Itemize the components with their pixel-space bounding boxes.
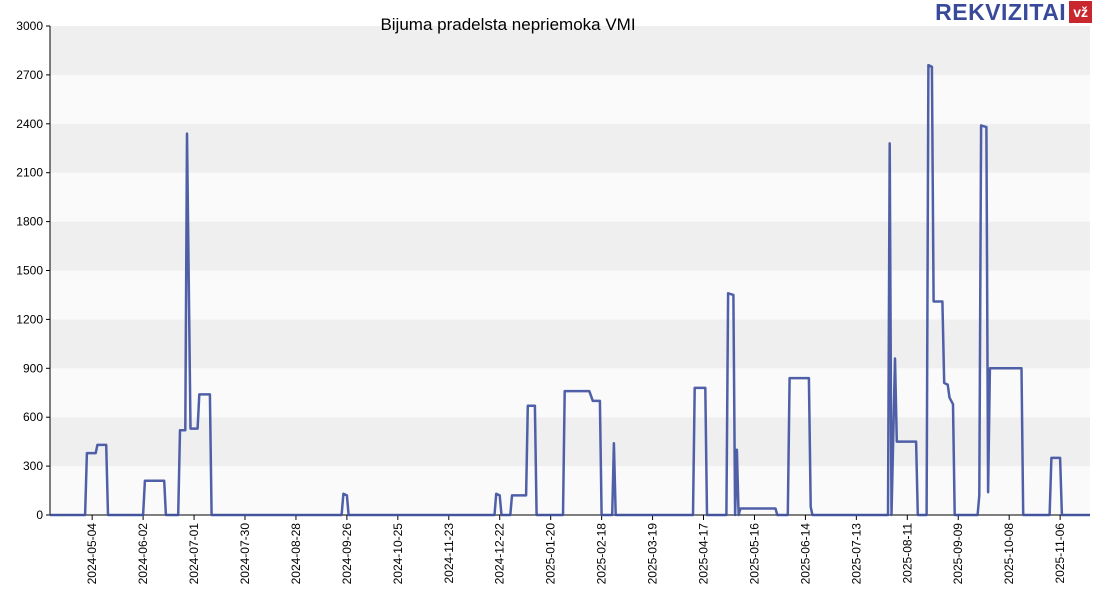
y-tick-label: 1500 bbox=[16, 264, 43, 278]
x-tick-label: 2025-09-09 bbox=[951, 523, 965, 585]
x-tick-label: 2025-08-11 bbox=[900, 523, 914, 584]
rekvizitai-logo: REKVIZITAI vž bbox=[935, 0, 1092, 24]
y-tick-label: 300 bbox=[23, 459, 43, 473]
logo-text: REKVIZITAI bbox=[935, 0, 1067, 25]
x-tick-label: 2024-12-22 bbox=[493, 523, 507, 585]
grid-band bbox=[50, 417, 1090, 467]
grid-bands bbox=[50, 26, 1090, 515]
logo-badge: vž bbox=[1069, 1, 1092, 23]
series-line bbox=[50, 63, 1090, 517]
x-tick-label: 2025-06-14 bbox=[798, 523, 812, 585]
x-tick-label: 2024-05-04 bbox=[85, 523, 99, 585]
x-tick-label: 2024-09-26 bbox=[340, 523, 354, 585]
x-tick-label: 2024-07-01 bbox=[187, 523, 201, 585]
y-tick-label: 600 bbox=[23, 410, 43, 424]
grid-band bbox=[50, 368, 1090, 418]
grid-band bbox=[50, 123, 1090, 173]
grid-band bbox=[50, 319, 1090, 369]
x-tick-label: 2025-10-08 bbox=[1002, 523, 1016, 585]
y-tick-label: 2700 bbox=[16, 68, 43, 82]
grid-band bbox=[50, 221, 1090, 271]
x-tick-label: 2024-11-23 bbox=[442, 523, 456, 584]
y-tick-label: 1200 bbox=[16, 312, 43, 326]
grid-band bbox=[50, 172, 1090, 222]
x-tick-label: 2025-02-18 bbox=[595, 523, 609, 585]
x-axis-ticks: 2024-05-04 2024-06-02 2024-07-01 2024-07-30… bbox=[85, 515, 1067, 584]
y-tick-label: 1800 bbox=[16, 215, 43, 229]
chart-title: Bijuma pradelsta nepriemoka VMI bbox=[380, 15, 635, 34]
x-tick-label: 2025-05-16 bbox=[747, 523, 761, 585]
y-tick-label: 0 bbox=[36, 508, 43, 522]
grid-band bbox=[50, 270, 1090, 320]
x-tick-label: 2025-07-13 bbox=[849, 523, 863, 585]
x-tick-label: 2024-06-02 bbox=[136, 523, 150, 585]
y-tick-label: 900 bbox=[23, 361, 43, 375]
x-tick-label: 2025-11-06 bbox=[1053, 523, 1067, 584]
x-tick-label: 2024-07-30 bbox=[238, 523, 252, 585]
x-tick-label: 2024-08-28 bbox=[289, 523, 303, 585]
x-tick-label: 2024-10-25 bbox=[391, 523, 405, 585]
grid-band bbox=[50, 466, 1090, 515]
grid-band bbox=[50, 74, 1090, 124]
y-tick-label: 2400 bbox=[16, 117, 43, 131]
x-tick-label: 2025-03-19 bbox=[646, 523, 660, 585]
y-tick-label: 3000 bbox=[16, 19, 43, 33]
x-tick-label: 2025-04-17 bbox=[697, 523, 711, 585]
grid-band bbox=[50, 26, 1090, 75]
y-axis-ticks: 0 300 600 900 1200 1500 1800 2100 2400 2700 3000 bbox=[16, 19, 50, 522]
y-tick-label: 2100 bbox=[16, 166, 43, 180]
x-tick-label: 2025-01-20 bbox=[544, 523, 558, 585]
